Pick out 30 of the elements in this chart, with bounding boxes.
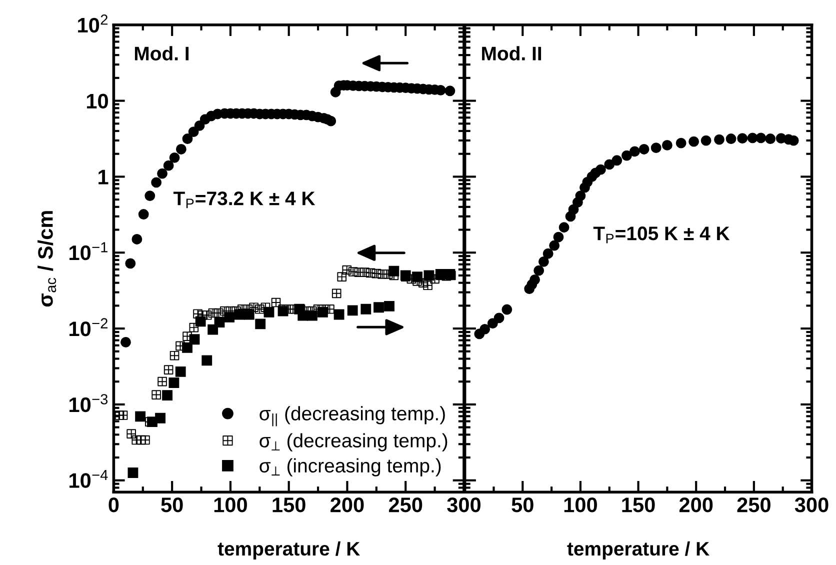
x-tick-label: 50 bbox=[512, 498, 534, 512]
x-tick-label: 100 bbox=[214, 498, 247, 512]
annotation: Mod. I bbox=[134, 46, 189, 60]
legend-label: σ$_{||}$ (decreasing temp.) bbox=[260, 406, 445, 426]
x-tick-label: 150 bbox=[622, 498, 655, 512]
x-tick-label: 100 bbox=[564, 498, 597, 512]
y-tick-label: 1 bbox=[98, 170, 108, 184]
legend-label: σ$_{⊥}$ (decreasing temp.) bbox=[260, 433, 448, 452]
y-tick-label: 10 bbox=[86, 94, 108, 109]
y-tick-label: 10$^{−2}$ bbox=[70, 318, 108, 336]
x-tick-label: 200 bbox=[330, 498, 364, 512]
x-tick-label: 250 bbox=[388, 498, 422, 512]
y-tick-label: 10$^{−3}$ bbox=[70, 394, 108, 412]
y-tick-label: 10$^{−1}$ bbox=[70, 242, 108, 260]
x-axis-title: temperature / K bbox=[567, 541, 710, 560]
y-axis-title: σ$_{ac}$ / S/cm bbox=[38, 211, 56, 307]
x-tick-label: 300 bbox=[447, 498, 481, 512]
y-tick-label: 10$^{2}$ bbox=[78, 14, 108, 33]
annotation: Mod. II bbox=[482, 46, 542, 60]
annotation: T$_{P}$=105 K ± 4 K bbox=[593, 226, 730, 244]
x-axis-title: temperature / K bbox=[218, 541, 360, 560]
x-tick-label: 250 bbox=[737, 498, 770, 512]
x-tick-label: 200 bbox=[679, 498, 713, 512]
x-tick-label: 300 bbox=[794, 498, 828, 512]
x-tick-label: 0 bbox=[108, 498, 119, 512]
x-tick-label: 150 bbox=[272, 498, 306, 512]
x-tick-label: 50 bbox=[161, 498, 183, 512]
legend-label: σ$_{⊥}$ (increasing temp.) bbox=[260, 458, 441, 476]
annotation: T$_{P}$=73.2 K ± 4 K bbox=[173, 192, 316, 208]
y-tick-label: 10$^{−4}$ bbox=[70, 470, 108, 488]
